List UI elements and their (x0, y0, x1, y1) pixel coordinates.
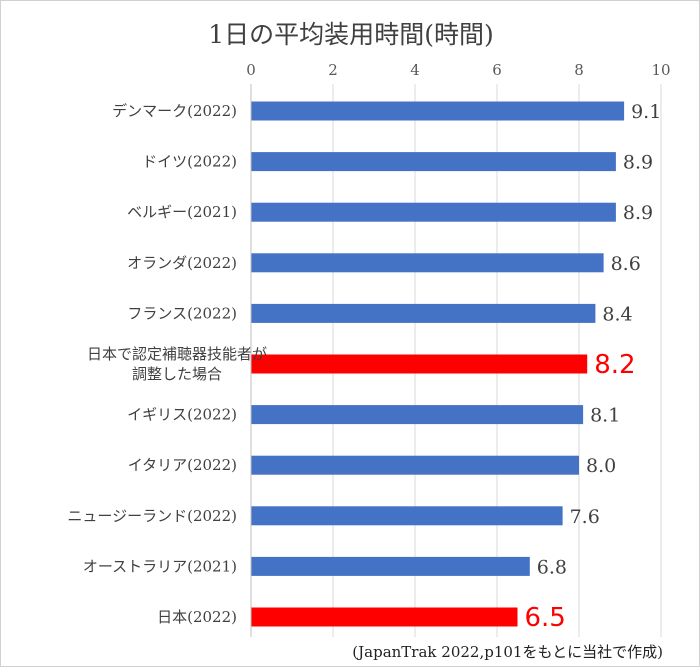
bar (251, 607, 518, 627)
category-label: デンマーク(2022) (112, 102, 237, 120)
bar (251, 202, 616, 222)
bar (251, 152, 616, 172)
category-label: ベルギー(2021) (127, 203, 237, 221)
x-tick-label: 6 (492, 61, 502, 79)
value-label: 9.1 (631, 101, 661, 123)
value-label: 6.5 (525, 603, 566, 633)
value-label: 8.9 (623, 152, 653, 174)
value-label: 8.4 (602, 303, 632, 325)
x-tick-label: 4 (410, 61, 420, 79)
x-tick-label: 10 (651, 61, 670, 79)
value-label: 6.8 (537, 556, 567, 578)
value-label: 7.6 (570, 506, 600, 528)
category-label: オーストラリア(2021) (83, 557, 237, 575)
category-label: イタリア(2022) (128, 456, 237, 474)
value-label: 8.6 (611, 253, 641, 275)
bar (251, 556, 530, 576)
category-label: ニュージーランド(2022) (67, 507, 237, 525)
bar (251, 354, 588, 374)
category-label: 日本(2022) (157, 608, 237, 626)
bar (251, 455, 579, 475)
category-label: 日本で認定補聴器技能者が調整した場合 (87, 345, 267, 383)
category-label: オランダ(2022) (127, 254, 237, 272)
category-label: フランス(2022) (127, 304, 237, 322)
category-label: イギリス(2022) (127, 406, 237, 424)
x-tick-label: 8 (574, 61, 584, 79)
value-label: 8.9 (623, 202, 653, 224)
bar (251, 101, 625, 121)
category-label: ドイツ(2022) (142, 153, 237, 171)
bar (251, 253, 604, 273)
source-note: (JapanTrak 2022,p101をもとに当社で作成) (352, 643, 663, 661)
x-tick-label: 0 (246, 61, 256, 79)
bar (251, 506, 563, 526)
bar (251, 303, 596, 323)
bar (251, 405, 584, 425)
value-label: 8.0 (586, 455, 616, 477)
x-tick-label: 2 (328, 61, 338, 79)
value-label: 8.2 (594, 350, 635, 380)
chart-title: 1日の平均装用時間(時間) (208, 20, 494, 49)
value-label: 8.1 (590, 405, 620, 427)
